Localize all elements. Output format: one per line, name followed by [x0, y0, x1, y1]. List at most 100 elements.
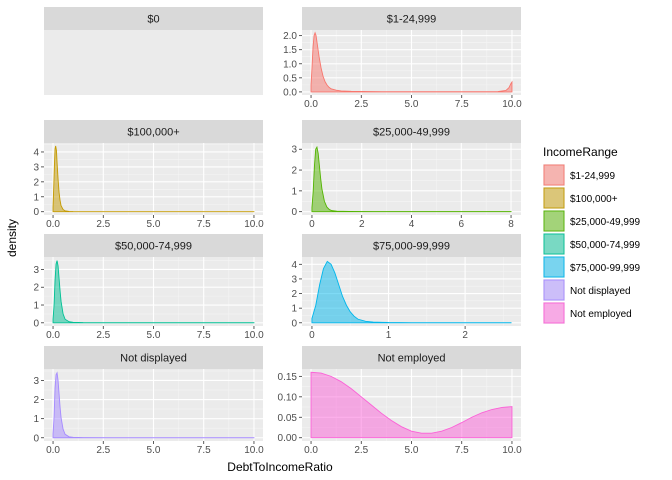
x-tick-label: 5.0	[147, 330, 161, 341]
x-tick-label: 1	[386, 330, 392, 341]
y-tick-label: 3	[291, 274, 297, 285]
legend-entry: $100,000+	[543, 187, 618, 209]
facet-panel: $25,000-49,999024680123	[291, 120, 521, 230]
x-tick-label: 0.0	[46, 330, 60, 341]
legend-label: $100,000+	[570, 194, 618, 205]
legend-title: IncomeRange	[543, 145, 618, 159]
x-tick-label: 10.0	[244, 330, 264, 341]
legend-entry: Not employed	[543, 302, 632, 324]
y-tick-label: 0.0	[283, 87, 297, 98]
x-tick-label: 0.0	[46, 219, 60, 230]
x-tick-label: 2.5	[354, 445, 368, 456]
y-tick-label: 0	[291, 318, 297, 329]
x-tick-label: 10.0	[244, 219, 264, 230]
y-tick-label: 3	[291, 145, 297, 156]
y-tick-label: 1.5	[283, 45, 297, 56]
y-tick-label: 3	[33, 265, 39, 276]
legend-entry: $1-24,999	[543, 164, 615, 186]
y-tick-label: 0.15	[278, 372, 298, 383]
x-tick-label: 2.5	[96, 445, 110, 456]
y-tick-label: 2.0	[283, 31, 297, 42]
legend-swatch	[544, 303, 564, 323]
y-tick-label: 1.0	[283, 59, 297, 70]
legend-entry: Not displayed	[543, 279, 631, 301]
x-tick-label: 0	[309, 330, 315, 341]
x-tick-label: 2.5	[96, 219, 110, 230]
x-tick-label: 10.0	[502, 99, 522, 110]
x-tick-label: 0	[309, 219, 315, 230]
legend-swatch	[544, 211, 564, 231]
y-tick-label: 2	[33, 395, 39, 406]
facet-title: $0	[147, 14, 159, 26]
facet-title: $1-24,999	[387, 14, 437, 26]
x-tick-label: 2.5	[96, 330, 110, 341]
legend-swatch	[544, 257, 564, 277]
facet-panel: $0	[44, 7, 263, 95]
legend-entry: $50,000-74,999	[543, 233, 641, 255]
y-tick-label: 2	[291, 289, 297, 300]
x-tick-label: 0.0	[304, 99, 318, 110]
x-tick-label: 6	[458, 219, 464, 230]
x-tick-label: 10.0	[244, 445, 264, 456]
legend: IncomeRange $1-24,999 $100,000+ $25,000-49,…	[543, 145, 641, 324]
panel-background	[44, 30, 263, 95]
y-tick-label: 4	[291, 260, 297, 271]
x-tick-label: 7.5	[197, 445, 211, 456]
y-tick-label: 2	[33, 177, 39, 188]
legend-label: Not displayed	[570, 286, 631, 297]
x-tick-label: 7.5	[455, 99, 469, 110]
legend-entry: $75,000-99,999	[543, 256, 641, 278]
x-tick-label: 5.0	[405, 445, 419, 456]
facet-panel: $75,000-99,99901201234	[291, 234, 521, 341]
facet-title: $50,000-74,999	[115, 241, 192, 253]
legend-swatch	[544, 280, 564, 300]
facet-panel: Not displayed 0.0 2.5 5.0 7.5 10.0 0 1 2 3	[33, 346, 264, 456]
y-tick-label: 0.05	[278, 413, 298, 424]
facet-panel: $1-24,9990.02.55.07.510.00.00.51.01.52.0	[283, 7, 522, 110]
legend-label: Not employed	[570, 309, 632, 320]
y-axis-title: density	[5, 219, 19, 257]
y-tick-label: 0	[33, 318, 39, 329]
y-tick-label: 0	[33, 207, 39, 218]
y-tick-label: 1	[33, 414, 39, 425]
y-tick-label: 0.5	[283, 73, 297, 84]
x-tick-label: 10.0	[502, 445, 522, 456]
legend-label: $75,000-99,999	[570, 263, 641, 274]
y-tick-label: 1	[291, 186, 297, 197]
legend-label: $50,000-74,999	[570, 240, 641, 251]
legend-swatch	[544, 234, 564, 254]
y-tick-label: 0.10	[278, 392, 298, 403]
x-tick-label: 5.0	[405, 99, 419, 110]
y-tick-label: 1	[291, 304, 297, 315]
y-tick-label: 2	[291, 166, 297, 177]
x-axis-title: DebtToIncomeRatio	[227, 460, 333, 474]
facet-title: Not employed	[378, 353, 446, 365]
legend-swatch	[544, 188, 564, 208]
y-tick-label: 1	[33, 301, 39, 312]
facet-panel: Not employed0.02.55.07.510.00.000.050.10…	[278, 346, 523, 456]
x-tick-label: 0.0	[46, 445, 60, 456]
y-tick-label: 0	[291, 207, 297, 218]
x-tick-label: 5.0	[147, 219, 161, 230]
y-tick-label: 3	[33, 376, 39, 387]
y-tick-label: 1	[33, 192, 39, 203]
y-tick-label: 0.00	[278, 433, 298, 444]
facet-title: $25,000-49,999	[373, 127, 450, 139]
x-tick-label: 5.0	[147, 445, 161, 456]
y-tick-label: 2	[33, 283, 39, 294]
y-tick-label: 4	[33, 147, 39, 158]
x-tick-label: 0.0	[304, 445, 318, 456]
x-tick-label: 8	[508, 219, 514, 230]
facet-panels: $0$1-24,9990.02.55.07.510.00.00.51.01.52…	[33, 7, 522, 456]
x-tick-label: 7.5	[197, 330, 211, 341]
facet-title: $100,000+	[127, 127, 179, 139]
facet-panel: $100,000+0.02.55.07.510.001234	[33, 120, 264, 230]
x-tick-label: 2	[359, 219, 365, 230]
legend-label: $25,000-49,999	[570, 217, 641, 228]
y-tick-label: 0	[33, 433, 39, 444]
legend-entry: $25,000-49,999	[543, 210, 641, 232]
facet-panel: $50,000-74,999 0.0 2.5 5.0 7.5 10.0 0 1 2 3	[33, 234, 264, 341]
x-tick-label: 7.5	[197, 219, 211, 230]
facet-title: Not displayed	[120, 353, 187, 365]
